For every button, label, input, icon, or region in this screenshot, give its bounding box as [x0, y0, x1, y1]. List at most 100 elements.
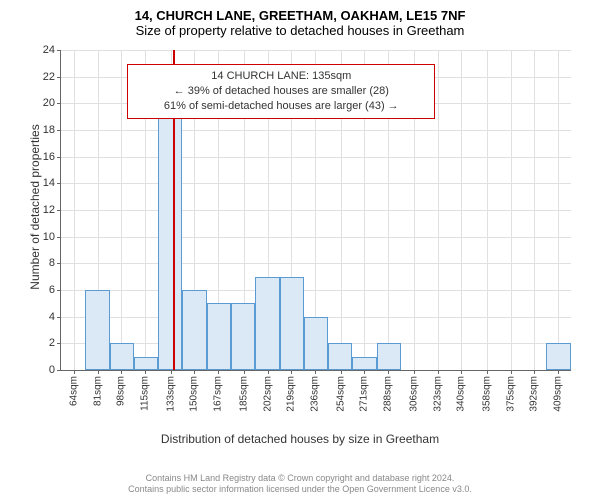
- y-tick-mark: [57, 290, 61, 291]
- x-tick-label: 392sqm: [529, 376, 540, 412]
- histogram-bar: [377, 343, 401, 370]
- histogram-bar: [110, 343, 134, 370]
- y-tick-label: 18: [43, 124, 55, 136]
- x-tick-label: 236sqm: [310, 376, 321, 412]
- histogram-bar: [304, 317, 328, 370]
- x-tick-mark: [438, 370, 439, 374]
- y-tick-mark: [57, 130, 61, 131]
- gridline-vertical: [438, 50, 439, 370]
- y-tick-mark: [57, 317, 61, 318]
- x-tick-mark: [364, 370, 365, 374]
- y-tick-mark: [57, 343, 61, 344]
- y-tick-mark: [57, 103, 61, 104]
- x-tick-mark: [244, 370, 245, 374]
- y-tick-label: 4: [49, 311, 55, 323]
- callout-line: 14 CHURCH LANE: 135sqm: [136, 69, 426, 84]
- gridline-vertical: [534, 50, 535, 370]
- x-tick-label: 115sqm: [140, 376, 151, 411]
- y-tick-label: 16: [43, 151, 55, 163]
- y-tick-mark: [57, 237, 61, 238]
- x-tick-label: 64sqm: [68, 376, 79, 406]
- x-tick-mark: [414, 370, 415, 374]
- x-tick-label: 219sqm: [286, 376, 297, 412]
- gridline-vertical: [511, 50, 512, 370]
- histogram-bar: [546, 343, 571, 370]
- histogram-bar: [182, 290, 207, 370]
- x-tick-mark: [315, 370, 316, 374]
- histogram-bar: [85, 290, 110, 370]
- y-tick-mark: [57, 210, 61, 211]
- footer-line-1: Contains HM Land Registry data © Crown c…: [0, 473, 600, 485]
- y-tick-label: 14: [43, 177, 55, 189]
- x-tick-mark: [194, 370, 195, 374]
- x-tick-label: 185sqm: [238, 376, 249, 412]
- x-tick-mark: [74, 370, 75, 374]
- y-tick-label: 12: [43, 204, 55, 216]
- histogram-bar: [207, 303, 231, 370]
- chart-title-sub: Size of property relative to detached ho…: [0, 23, 600, 42]
- x-tick-label: 375sqm: [505, 376, 516, 412]
- x-tick-mark: [461, 370, 462, 374]
- gridline-vertical: [558, 50, 559, 370]
- x-tick-mark: [487, 370, 488, 374]
- y-tick-label: 10: [43, 231, 55, 243]
- x-tick-label: 323sqm: [432, 376, 443, 412]
- x-tick-label: 254sqm: [335, 376, 346, 412]
- footer-attribution: Contains HM Land Registry data © Crown c…: [0, 473, 600, 496]
- x-tick-label: 271sqm: [359, 376, 370, 412]
- x-tick-label: 81sqm: [92, 376, 103, 406]
- gridline-vertical: [487, 50, 488, 370]
- x-tick-mark: [388, 370, 389, 374]
- histogram-bar: [352, 357, 377, 370]
- plot-area: 02468101214161820222464sqm81sqm98sqm115s…: [60, 50, 571, 371]
- callout-line: ← 39% of detached houses are smaller (28…: [136, 84, 426, 99]
- histogram-bar: [158, 117, 182, 370]
- y-tick-label: 22: [43, 71, 55, 83]
- y-tick-mark: [57, 183, 61, 184]
- y-tick-mark: [57, 157, 61, 158]
- x-tick-label: 98sqm: [116, 376, 127, 406]
- gridline-vertical: [74, 50, 75, 370]
- y-tick-mark: [57, 263, 61, 264]
- y-axis-label: Number of detached properties: [28, 107, 42, 307]
- x-tick-label: 150sqm: [189, 376, 200, 412]
- footer-line-2: Contains public sector information licen…: [0, 484, 600, 496]
- histogram-bar: [280, 277, 304, 370]
- x-tick-label: 133sqm: [165, 376, 176, 412]
- x-tick-label: 340sqm: [456, 376, 467, 412]
- chart-container: 14, CHURCH LANE, GREETHAM, OAKHAM, LE15 …: [0, 0, 600, 500]
- y-tick-label: 8: [49, 257, 55, 269]
- y-tick-mark: [57, 50, 61, 51]
- x-tick-label: 288sqm: [383, 376, 394, 412]
- y-tick-label: 20: [43, 97, 55, 109]
- x-tick-label: 409sqm: [553, 376, 564, 412]
- histogram-bar: [328, 343, 352, 370]
- y-tick-mark: [57, 77, 61, 78]
- y-tick-label: 6: [49, 284, 55, 296]
- x-tick-mark: [98, 370, 99, 374]
- y-tick-label: 24: [43, 44, 55, 56]
- x-tick-mark: [121, 370, 122, 374]
- x-tick-label: 306sqm: [408, 376, 419, 412]
- x-tick-mark: [145, 370, 146, 374]
- x-tick-mark: [218, 370, 219, 374]
- histogram-bar: [255, 277, 280, 370]
- gridline-vertical: [121, 50, 122, 370]
- y-tick-label: 2: [49, 337, 55, 349]
- y-tick-label: 0: [49, 364, 55, 376]
- chart-title-main: 14, CHURCH LANE, GREETHAM, OAKHAM, LE15 …: [0, 0, 600, 23]
- x-tick-mark: [511, 370, 512, 374]
- x-tick-label: 202sqm: [262, 376, 273, 412]
- x-tick-label: 358sqm: [481, 376, 492, 412]
- x-tick-label: 167sqm: [213, 376, 224, 412]
- histogram-bar: [134, 357, 158, 370]
- callout-box: 14 CHURCH LANE: 135sqm← 39% of detached …: [127, 64, 435, 119]
- histogram-bar: [231, 303, 255, 370]
- x-tick-mark: [341, 370, 342, 374]
- y-tick-mark: [57, 370, 61, 371]
- gridline-vertical: [461, 50, 462, 370]
- x-tick-mark: [558, 370, 559, 374]
- x-tick-mark: [171, 370, 172, 374]
- x-tick-mark: [268, 370, 269, 374]
- callout-line: 61% of semi-detached houses are larger (…: [136, 99, 426, 114]
